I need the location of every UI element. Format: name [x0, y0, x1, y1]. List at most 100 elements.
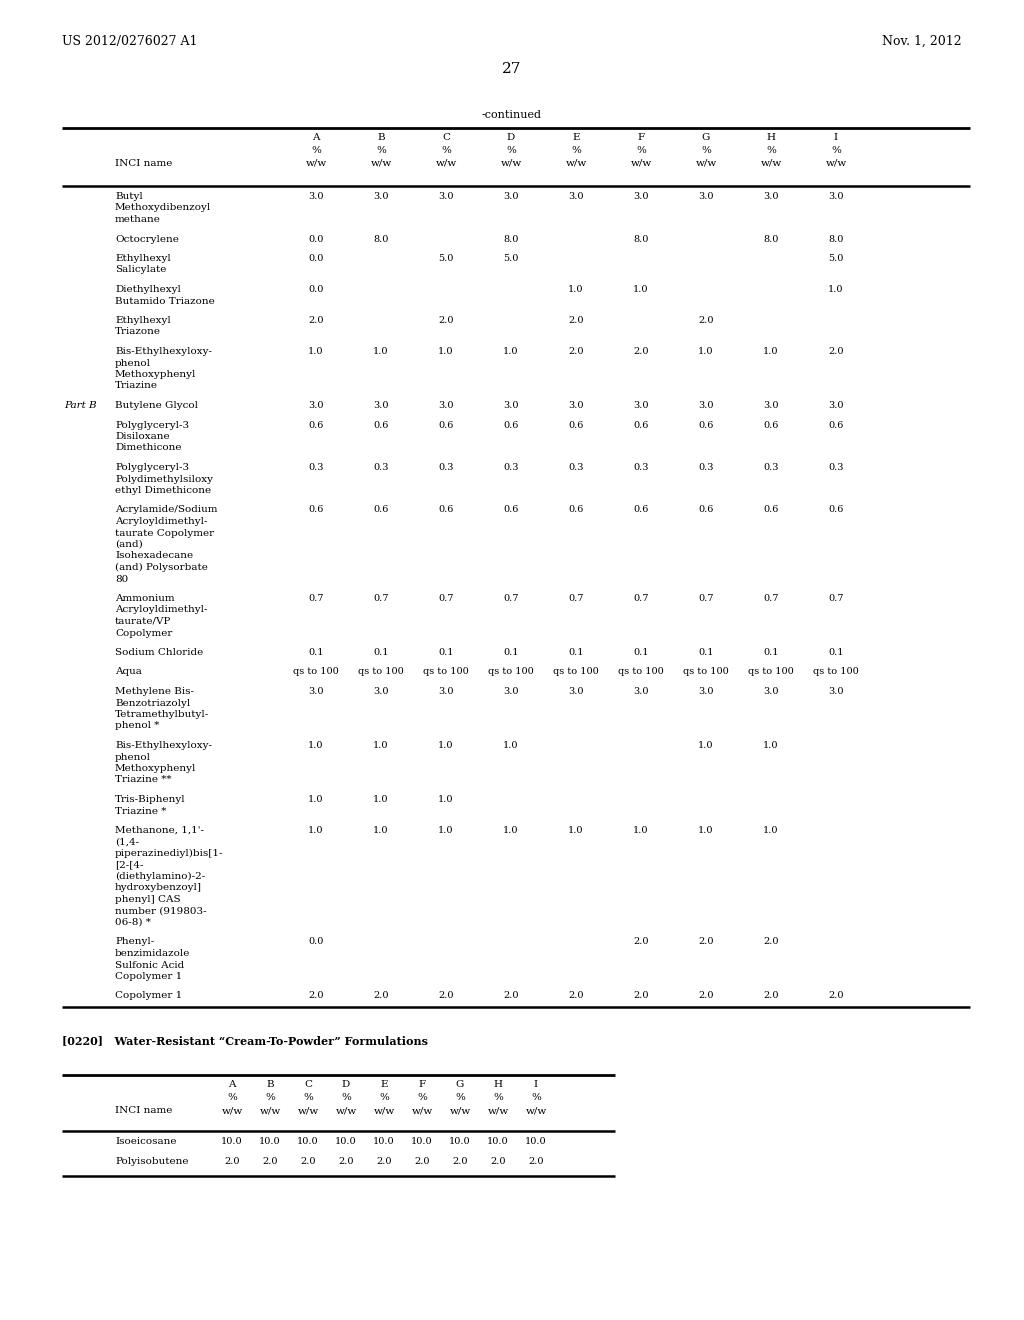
Text: 10.0: 10.0	[525, 1137, 547, 1146]
Text: Copolymer: Copolymer	[115, 628, 172, 638]
Text: Tetramethylbutyl-: Tetramethylbutyl-	[115, 710, 209, 719]
Text: 2.0: 2.0	[633, 991, 649, 1001]
Text: G: G	[456, 1080, 464, 1089]
Text: 3.0: 3.0	[828, 401, 844, 411]
Text: Acryloyldimethyl-: Acryloyldimethyl-	[115, 606, 208, 615]
Text: number (919803-: number (919803-	[115, 907, 207, 916]
Text: 0.6: 0.6	[374, 506, 389, 515]
Text: 2.0: 2.0	[415, 1156, 430, 1166]
Text: 5.0: 5.0	[504, 253, 519, 263]
Text: G: G	[701, 133, 711, 143]
Text: 0.1: 0.1	[438, 648, 454, 657]
Text: E: E	[572, 133, 580, 143]
Text: 1.0: 1.0	[763, 741, 778, 750]
Text: 0.6: 0.6	[698, 506, 714, 515]
Text: Part B: Part B	[63, 401, 96, 411]
Text: 0.1: 0.1	[763, 648, 778, 657]
Text: 8.0: 8.0	[504, 235, 519, 243]
Text: 0.6: 0.6	[633, 421, 648, 429]
Text: 3.0: 3.0	[308, 401, 324, 411]
Text: 1.0: 1.0	[503, 347, 519, 356]
Text: 3.0: 3.0	[503, 401, 519, 411]
Text: 1.0: 1.0	[633, 285, 649, 294]
Text: 1.0: 1.0	[698, 826, 714, 836]
Text: I: I	[534, 1080, 538, 1089]
Text: w/w: w/w	[487, 1106, 509, 1115]
Text: C: C	[442, 133, 450, 143]
Text: ethyl Dimethicone: ethyl Dimethicone	[115, 486, 211, 495]
Text: qs to 100: qs to 100	[488, 668, 534, 676]
Text: F: F	[419, 1080, 426, 1089]
Text: 3.0: 3.0	[763, 401, 778, 411]
Text: Octocrylene: Octocrylene	[115, 235, 179, 243]
Text: w/w: w/w	[374, 1106, 394, 1115]
Text: 1.0: 1.0	[438, 826, 454, 836]
Text: qs to 100: qs to 100	[553, 668, 599, 676]
Text: benzimidazole: benzimidazole	[115, 949, 190, 958]
Text: 1.0: 1.0	[308, 795, 324, 804]
Text: 1.0: 1.0	[633, 826, 649, 836]
Text: 1.0: 1.0	[568, 826, 584, 836]
Text: 2.0: 2.0	[338, 1156, 353, 1166]
Text: 1.0: 1.0	[308, 347, 324, 356]
Text: Copolymer 1: Copolymer 1	[115, 991, 182, 1001]
Text: 1.0: 1.0	[374, 741, 389, 750]
Text: taurate Copolymer: taurate Copolymer	[115, 528, 214, 537]
Text: 0.6: 0.6	[763, 421, 778, 429]
Text: Acrylamide/Sodium: Acrylamide/Sodium	[115, 506, 217, 515]
Text: 0.6: 0.6	[438, 506, 454, 515]
Text: %: %	[831, 147, 841, 154]
Text: Isohexadecane: Isohexadecane	[115, 552, 194, 561]
Text: Butamido Triazone: Butamido Triazone	[115, 297, 215, 305]
Text: 0.6: 0.6	[698, 421, 714, 429]
Text: F: F	[637, 133, 644, 143]
Text: phenol *: phenol *	[115, 722, 160, 730]
Text: 0.6: 0.6	[438, 421, 454, 429]
Text: 5.0: 5.0	[438, 253, 454, 263]
Text: 1.0: 1.0	[828, 285, 844, 294]
Text: 0.6: 0.6	[374, 421, 389, 429]
Text: Phenyl-: Phenyl-	[115, 937, 155, 946]
Text: H: H	[767, 133, 775, 143]
Text: %: %	[265, 1093, 274, 1102]
Text: A: A	[228, 1080, 236, 1089]
Text: Bis-Ethylhexyloxy-: Bis-Ethylhexyloxy-	[115, 347, 212, 356]
Text: 3.0: 3.0	[438, 191, 454, 201]
Text: 10.0: 10.0	[297, 1137, 318, 1146]
Text: (and): (and)	[115, 540, 142, 549]
Text: Polyglyceryl-3: Polyglyceryl-3	[115, 463, 189, 473]
Text: %: %	[766, 147, 776, 154]
Text: Dimethicone: Dimethicone	[115, 444, 181, 453]
Text: US 2012/0276027 A1: US 2012/0276027 A1	[62, 36, 198, 48]
Text: 3.0: 3.0	[503, 686, 519, 696]
Text: 8.0: 8.0	[828, 235, 844, 243]
Text: qs to 100: qs to 100	[618, 668, 664, 676]
Text: 1.0: 1.0	[374, 826, 389, 836]
Text: 2.0: 2.0	[490, 1156, 506, 1166]
Text: 0.0: 0.0	[308, 285, 324, 294]
Text: 1.0: 1.0	[568, 285, 584, 294]
Text: 3.0: 3.0	[698, 686, 714, 696]
Text: w/w: w/w	[336, 1106, 356, 1115]
Text: 0.3: 0.3	[568, 463, 584, 473]
Text: w/w: w/w	[825, 158, 847, 168]
Text: 2.0: 2.0	[763, 937, 778, 946]
Text: Ethylhexyl: Ethylhexyl	[115, 253, 171, 263]
Text: Triazine *: Triazine *	[115, 807, 166, 816]
Text: Ethylhexyl: Ethylhexyl	[115, 315, 171, 325]
Text: 3.0: 3.0	[828, 686, 844, 696]
Text: 3.0: 3.0	[828, 191, 844, 201]
Text: w/w: w/w	[761, 158, 781, 168]
Text: %: %	[311, 147, 321, 154]
Text: Benzotriazolyl: Benzotriazolyl	[115, 698, 190, 708]
Text: %: %	[227, 1093, 237, 1102]
Text: Nov. 1, 2012: Nov. 1, 2012	[883, 36, 962, 48]
Text: 1.0: 1.0	[308, 741, 324, 750]
Text: 0.1: 0.1	[308, 648, 324, 657]
Text: qs to 100: qs to 100	[358, 668, 403, 676]
Text: 0.1: 0.1	[374, 648, 389, 657]
Text: w/w: w/w	[695, 158, 717, 168]
Text: 0.7: 0.7	[438, 594, 454, 603]
Text: qs to 100: qs to 100	[423, 668, 469, 676]
Text: 2.0: 2.0	[453, 1156, 468, 1166]
